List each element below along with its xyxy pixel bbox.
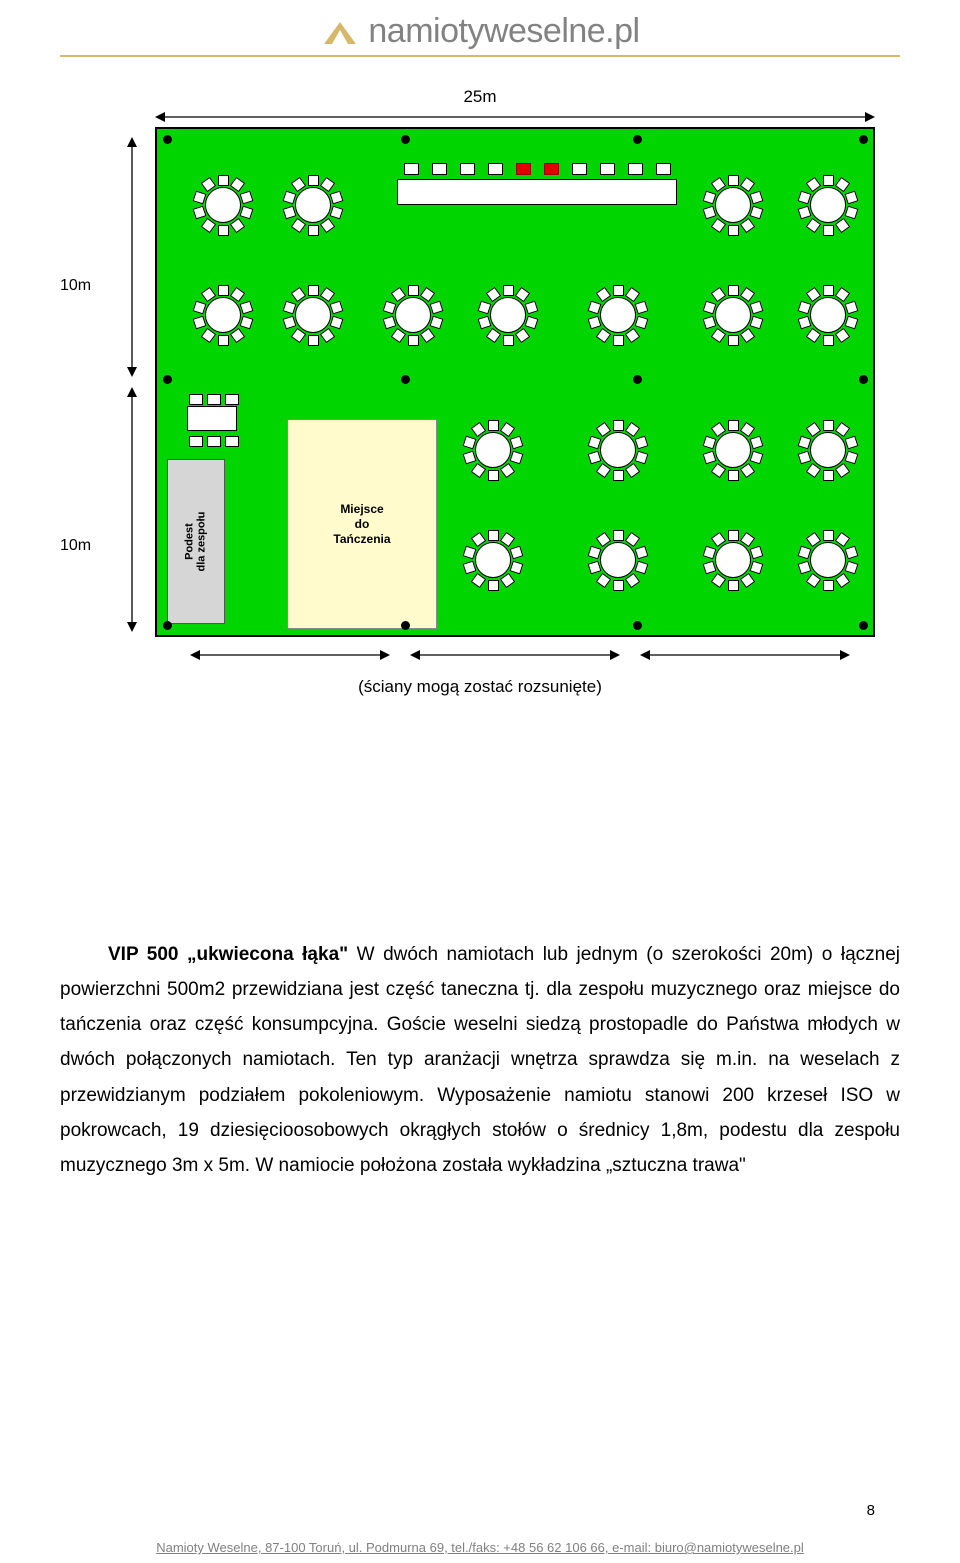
band-podium: Podestdla zespołu [167,459,225,624]
sliding-walls-note: (ściany mogą zostać rozsunięte) [60,677,900,697]
support-pole [401,375,410,384]
height-dimension-label-1: 10m [60,277,91,295]
service-chair [225,394,239,405]
support-pole [401,135,410,144]
width-dim-arrow [155,109,875,125]
height-dimension-label-2: 10m [60,537,91,555]
height-arrow-1 [122,137,142,377]
sliding-wall-arrow [410,647,620,663]
brand-text: namiotyweselne.pl [368,12,639,51]
support-pole [163,135,172,144]
sliding-wall-arrow [640,647,850,663]
round-table [462,529,524,591]
service-chair [225,436,239,447]
podium-label: Podestdla zespołu [184,512,207,572]
service-chair [207,436,221,447]
bride-groom-chair [544,163,559,175]
head-table-chair [404,163,419,175]
support-pole [633,621,642,630]
support-pole [401,621,410,630]
service-chair [189,394,203,405]
round-table [797,284,859,346]
round-table [587,529,649,591]
support-pole [633,375,642,384]
floorplan-diagram: 25m 10m 10m Podestdla zespołu MiejscedoT… [60,87,900,727]
support-pole [163,375,172,384]
head-table [397,179,677,205]
dancefloor-label: MiejscedoTańczenia [333,502,390,547]
width-dimension-label: 25m [60,87,900,107]
round-table [587,419,649,481]
head-table-chair [572,163,587,175]
description-paragraph: VIP 500 „ukwiecona łąka" W dwóch namiota… [60,937,900,1183]
support-pole [859,375,868,384]
head-table-chair [628,163,643,175]
round-table [797,529,859,591]
support-pole [633,135,642,144]
round-table [462,419,524,481]
round-table [702,529,764,591]
round-table [797,174,859,236]
head-table-chair [656,163,671,175]
round-table [282,284,344,346]
offer-body: W dwóch namiotach lub jednym (o szerokoś… [60,944,900,1176]
service-chair [189,436,203,447]
sliding-wall-arrow [190,647,390,663]
round-table [382,284,444,346]
service-table [167,394,257,449]
bride-groom-chair [516,163,531,175]
page-footer: Namioty Weselne, 87-100 Toruń, ul. Podmu… [0,1540,960,1555]
page-number: 8 [867,1502,875,1519]
round-table [192,284,254,346]
head-table-chair [600,163,615,175]
tent-logo-icon [320,18,360,46]
support-pole [859,135,868,144]
round-table [282,174,344,236]
head-table-chair [460,163,475,175]
dance-floor: MiejscedoTańczenia [287,419,437,629]
round-table [797,419,859,481]
tent-area: Podestdla zespołu MiejscedoTańczenia [155,127,875,637]
round-table [192,174,254,236]
support-pole [163,621,172,630]
offer-title: VIP 500 „ukwiecona łąka" [108,944,348,965]
round-table [702,284,764,346]
support-pole [859,621,868,630]
round-table [702,174,764,236]
service-chair [207,394,221,405]
head-table-chair [432,163,447,175]
round-table [477,284,539,346]
page-header: namiotyweselne.pl [60,0,900,57]
height-arrow-2 [122,387,142,632]
head-table-chair [488,163,503,175]
round-table [702,419,764,481]
round-table [587,284,649,346]
